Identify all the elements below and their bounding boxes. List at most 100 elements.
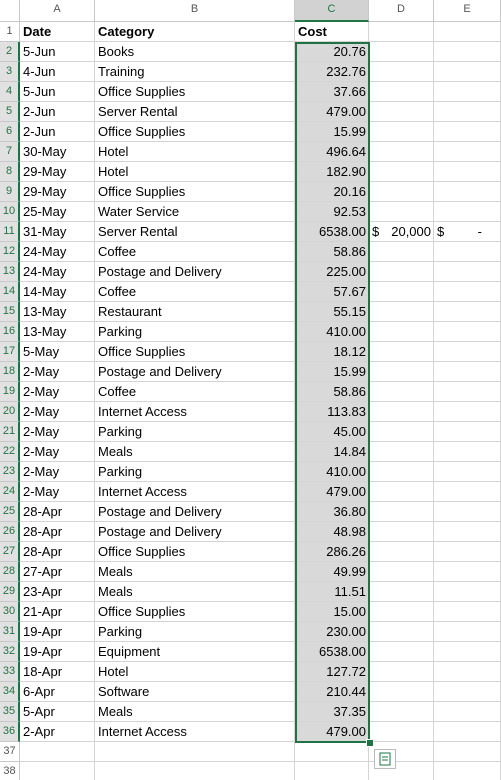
cell-text[interactable]: Meals — [98, 704, 133, 719]
cell[interactable] — [20, 722, 95, 742]
cell[interactable] — [369, 362, 434, 382]
cell[interactable] — [369, 462, 434, 482]
cell[interactable] — [95, 402, 295, 422]
header-cell[interactable]: Category — [98, 24, 155, 39]
cell[interactable] — [95, 322, 295, 342]
cell[interactable] — [20, 582, 95, 602]
cell[interactable] — [369, 282, 434, 302]
quick-analysis-button[interactable] — [374, 749, 396, 769]
cell[interactable] — [369, 522, 434, 542]
cell[interactable] — [95, 462, 295, 482]
cell-text[interactable]: Equipment — [98, 644, 161, 659]
cell[interactable] — [95, 102, 295, 122]
cell[interactable] — [95, 562, 295, 582]
cell[interactable] — [434, 702, 501, 722]
row-header[interactable]: 16 — [0, 322, 20, 342]
row-header[interactable]: 28 — [0, 562, 20, 582]
cell[interactable] — [434, 642, 501, 662]
cell[interactable] — [95, 522, 295, 542]
cell[interactable] — [20, 202, 95, 222]
cell-text[interactable]: 13-May — [23, 324, 67, 339]
cell[interactable] — [20, 62, 95, 82]
cost-cell[interactable]: 496.64 — [326, 144, 366, 159]
cell[interactable] — [20, 502, 95, 522]
cell[interactable] — [95, 702, 295, 722]
cell[interactable] — [20, 602, 95, 622]
cell[interactable] — [20, 522, 95, 542]
cell-text[interactable]: 31-May — [23, 224, 67, 239]
cell[interactable] — [20, 82, 95, 102]
cell[interactable] — [369, 542, 434, 562]
cell[interactable] — [95, 202, 295, 222]
cell[interactable] — [95, 362, 295, 382]
cell-text[interactable]: Parking — [98, 464, 143, 479]
cell[interactable] — [95, 602, 295, 622]
cost-cell[interactable]: 113.83 — [327, 404, 366, 419]
row-header[interactable]: 5 — [0, 102, 20, 122]
cell[interactable] — [434, 582, 501, 602]
cell[interactable] — [434, 322, 501, 342]
column-header[interactable]: C — [295, 0, 369, 22]
cell[interactable] — [20, 362, 95, 382]
row-header[interactable]: 9 — [0, 182, 20, 202]
cell-text[interactable]: 28-Apr — [23, 544, 63, 559]
cell[interactable] — [20, 482, 95, 502]
cost-cell[interactable]: 15.99 — [333, 124, 366, 139]
header-cell[interactable]: Date — [23, 24, 52, 39]
row-header[interactable]: 17 — [0, 342, 20, 362]
cell[interactable] — [434, 522, 501, 542]
cost-cell[interactable]: 20.16 — [333, 184, 366, 199]
cell-text[interactable]: Hotel — [98, 664, 129, 679]
cell[interactable] — [434, 382, 501, 402]
row-header[interactable]: 29 — [0, 582, 20, 602]
cell[interactable] — [369, 682, 434, 702]
cell-text[interactable]: Parking — [98, 324, 143, 339]
row-header[interactable]: 32 — [0, 642, 20, 662]
cell[interactable] — [369, 22, 434, 42]
cell-text[interactable]: - — [477, 224, 482, 239]
cell[interactable] — [95, 682, 295, 702]
select-all[interactable] — [0, 0, 20, 22]
cell[interactable] — [434, 162, 501, 182]
cell[interactable] — [20, 402, 95, 422]
cell[interactable] — [20, 282, 95, 302]
cell[interactable] — [95, 142, 295, 162]
cell-text[interactable]: 27-Apr — [23, 564, 63, 579]
cell[interactable] — [369, 762, 434, 780]
cell[interactable] — [20, 322, 95, 342]
row-header[interactable]: 27 — [0, 542, 20, 562]
cell[interactable] — [369, 322, 434, 342]
cell[interactable] — [20, 302, 95, 322]
cell[interactable] — [369, 582, 434, 602]
cell[interactable] — [95, 302, 295, 322]
cell[interactable] — [95, 722, 295, 742]
cell-text[interactable]: Water Service — [98, 204, 180, 219]
cell[interactable] — [434, 442, 501, 462]
cell-text[interactable]: 2-May — [23, 444, 60, 459]
cell-text[interactable]: 2-Jun — [23, 104, 56, 119]
cell[interactable] — [434, 562, 501, 582]
cell[interactable] — [95, 22, 295, 42]
cell-text[interactable]: $ — [372, 224, 380, 239]
cell[interactable] — [20, 42, 95, 62]
cost-cell[interactable]: 57.67 — [333, 284, 366, 299]
cell[interactable] — [434, 462, 501, 482]
cell-text[interactable]: Postage and Delivery — [98, 504, 222, 519]
cell[interactable] — [20, 682, 95, 702]
row-header[interactable]: 13 — [0, 262, 20, 282]
cell-text[interactable]: Internet Access — [98, 724, 187, 739]
cell-text[interactable]: 24-May — [23, 264, 67, 279]
cell[interactable] — [20, 382, 95, 402]
cell[interactable] — [20, 622, 95, 642]
cell[interactable] — [95, 122, 295, 142]
cell-text[interactable]: 2-Apr — [23, 724, 55, 739]
cell[interactable] — [434, 182, 501, 202]
row-header[interactable]: 31 — [0, 622, 20, 642]
cell[interactable] — [369, 162, 434, 182]
cell-text[interactable]: Office Supplies — [98, 184, 186, 199]
column-header[interactable]: A — [20, 0, 95, 22]
cell[interactable] — [434, 122, 501, 142]
cell[interactable] — [95, 422, 295, 442]
header-cell[interactable]: Cost — [298, 24, 327, 39]
cell[interactable] — [434, 422, 501, 442]
